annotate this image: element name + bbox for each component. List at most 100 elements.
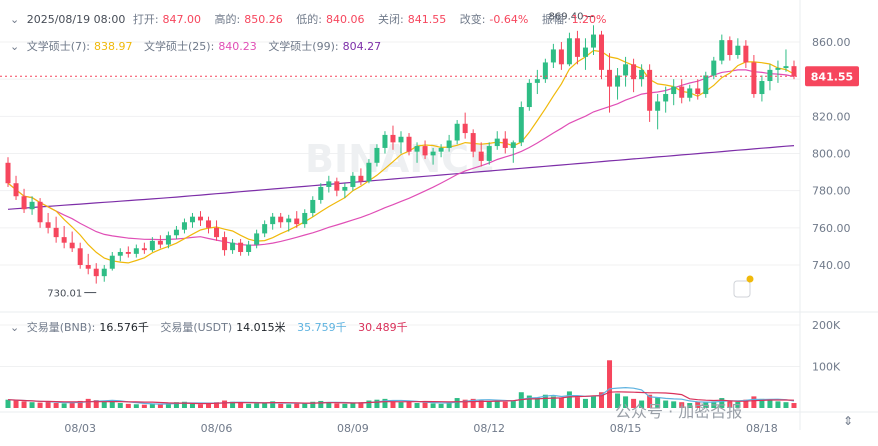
volume-bar [13, 400, 19, 408]
vol-bnb-value: 16.576千 [99, 321, 149, 334]
ma99-value: 804.27 [342, 40, 382, 53]
candle-body [430, 151, 436, 156]
candle-body [574, 38, 580, 57]
candle-body [534, 79, 540, 83]
ma99-line [7, 145, 795, 210]
vol-bnb-label: 交易量(BNB): [26, 321, 96, 334]
ma7-value: 838.97 [94, 40, 133, 53]
candle-body [254, 233, 260, 245]
candle-body [590, 34, 596, 48]
volume-bar [582, 398, 588, 408]
candle-body [189, 216, 195, 223]
volume-bar [558, 398, 564, 408]
candle-body [406, 136, 412, 152]
volume-bar [101, 401, 107, 408]
time-tick-label: 08/12 [473, 422, 505, 435]
volume-bar [735, 401, 741, 408]
candle-body [687, 88, 693, 98]
vol-ma2-value: 30.489千 [358, 321, 408, 334]
candle-body [246, 244, 252, 252]
volume-bar [214, 402, 220, 408]
volume-bar [326, 402, 332, 408]
candle-body [149, 240, 155, 251]
candle-body [310, 199, 316, 213]
ma99-label: 文学硕士(99): [268, 40, 339, 53]
candle-body [270, 216, 276, 225]
volume-bar [318, 400, 324, 408]
candle-body [582, 47, 588, 57]
volume-bar [93, 400, 99, 408]
time-tick-label: 08/09 [337, 422, 369, 435]
volume-bar [5, 399, 11, 408]
candle-body [791, 66, 797, 77]
candle-body [197, 216, 203, 221]
candle-body [751, 62, 757, 95]
volume-bar [149, 403, 155, 408]
volume-bar [302, 403, 308, 408]
volume-bar [783, 402, 789, 408]
candle-body [462, 123, 468, 134]
candle-body [294, 218, 300, 225]
change-value: -0.64% [489, 13, 529, 26]
candle-body [5, 162, 11, 184]
chevron-down-icon[interactable]: ⌄ [10, 40, 20, 53]
candle-body [350, 175, 356, 187]
volume-tick-label: 200K [812, 319, 841, 332]
candle-body [342, 186, 348, 191]
candle-body [230, 242, 236, 251]
candle-body [101, 268, 107, 277]
volume-bar [639, 400, 645, 408]
chevron-down-icon[interactable]: ⌄ [10, 13, 20, 26]
candle-body [494, 138, 500, 147]
volume-bar [262, 402, 268, 408]
volume-bar [246, 403, 252, 408]
volume-bar [206, 403, 212, 408]
low-annotation: 730.01 [47, 289, 82, 300]
candle-body [374, 147, 380, 163]
volume-bar [502, 401, 508, 408]
volume-bar [29, 402, 35, 408]
volume-bar [671, 401, 677, 408]
volume-bar [590, 395, 596, 408]
candle-body [711, 60, 717, 76]
candle-body [382, 134, 388, 148]
candle-body [45, 222, 51, 228]
time-tick-label: 08/03 [64, 422, 96, 435]
volume-bar [759, 398, 765, 408]
volume-bar [390, 401, 396, 408]
candle-body [470, 133, 476, 152]
volume-bar [574, 397, 580, 408]
candle-body [366, 162, 372, 182]
volume-bar [133, 404, 139, 408]
volume-tick-label: 100K [812, 361, 841, 374]
volume-bar [422, 402, 428, 408]
candle-body [125, 251, 131, 254]
candle-body [510, 142, 516, 148]
ohlc-header: ⌄ 2025/08/19 08:00 打开: 847.00 高的: 850.26 低… [10, 11, 611, 27]
candle-body [69, 242, 75, 249]
volume-bar [189, 403, 195, 408]
volume-bar [45, 401, 51, 408]
volume-bar [767, 399, 773, 408]
volume-bar [470, 398, 476, 408]
amplitude-value: 1.20% [571, 13, 607, 26]
binance-watermark: BINANCE [305, 137, 495, 181]
volume-bar [647, 394, 653, 408]
volume-bar [655, 397, 661, 408]
volume-bar [615, 393, 621, 408]
candle-body [767, 69, 773, 82]
time-tick-label: 08/15 [610, 422, 642, 435]
volume-bar [141, 404, 147, 408]
candle-body [318, 186, 324, 200]
chevron-down-icon[interactable]: ⌄ [10, 321, 20, 334]
candle-datetime: 2025/08/19 08:00 [26, 13, 126, 26]
volume-bar [679, 402, 685, 408]
volume-bar [109, 400, 115, 408]
candle-body [735, 45, 741, 56]
candle-body [286, 218, 292, 223]
candle-body [214, 227, 220, 238]
volume-bar [454, 398, 460, 408]
candle-body [478, 151, 484, 161]
